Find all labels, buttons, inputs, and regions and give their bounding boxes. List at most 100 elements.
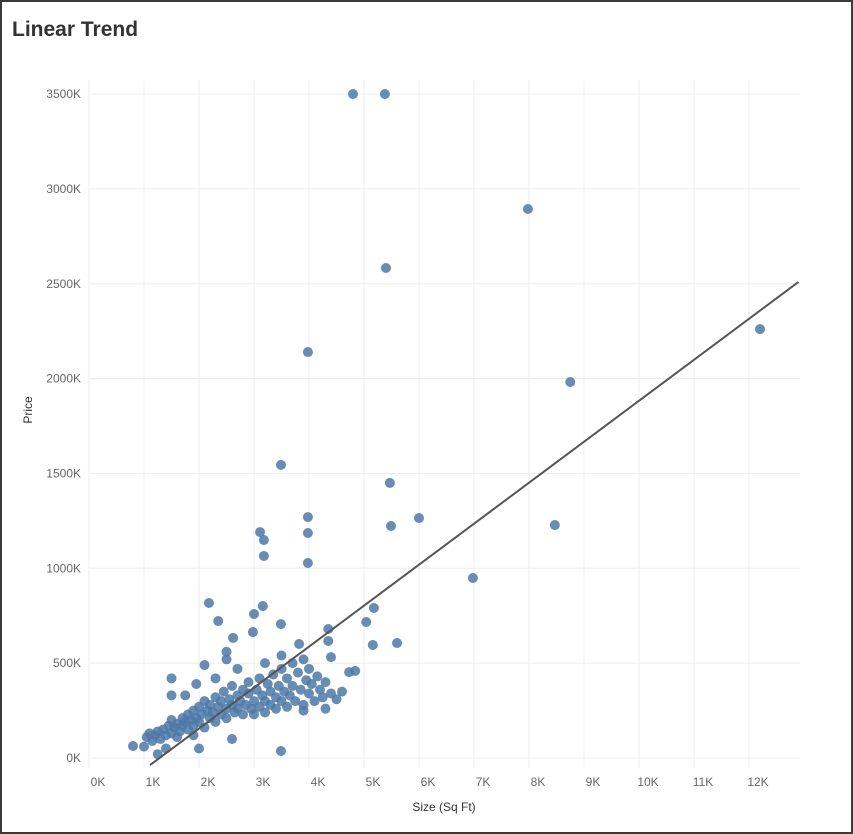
y-axis-ticks: 0K 500K 1000K 1500K 2000K 2500K 3000K 3500K xyxy=(46,87,81,765)
data-point[interactable] xyxy=(166,673,177,684)
data-point[interactable] xyxy=(221,713,232,724)
data-point[interactable] xyxy=(379,89,390,100)
data-point[interactable] xyxy=(221,646,232,657)
data-point[interactable] xyxy=(255,527,266,538)
data-point[interactable] xyxy=(298,654,309,665)
x-tick-label: 12K xyxy=(747,775,768,789)
data-point[interactable] xyxy=(467,572,478,583)
data-point[interactable] xyxy=(275,619,286,630)
data-point[interactable] xyxy=(282,673,292,684)
data-point[interactable] xyxy=(221,654,232,665)
data-point[interactable] xyxy=(384,477,395,488)
x-tick-label: 3K xyxy=(256,775,271,789)
data-point[interactable] xyxy=(302,557,313,568)
data-point[interactable] xyxy=(243,677,254,688)
data-point[interactable] xyxy=(205,699,215,710)
data-point[interactable] xyxy=(227,680,237,691)
data-point[interactable] xyxy=(271,703,281,714)
x-tick-label: 11K xyxy=(693,775,713,789)
data-point[interactable] xyxy=(228,632,239,643)
x-tick-label: 7K xyxy=(476,775,491,789)
data-point[interactable] xyxy=(381,263,391,274)
data-point[interactable] xyxy=(232,663,243,674)
data-point[interactable] xyxy=(290,696,301,707)
y-tick-label: 3000K xyxy=(46,182,81,196)
data-point[interactable] xyxy=(203,598,214,609)
data-point[interactable] xyxy=(227,734,237,745)
data-point[interactable] xyxy=(323,635,334,646)
data-point[interactable] xyxy=(337,686,347,697)
data-point[interactable] xyxy=(298,705,309,716)
data-point[interactable] xyxy=(565,377,576,388)
data-point[interactable] xyxy=(293,667,303,678)
data-point[interactable] xyxy=(282,701,292,712)
data-point[interactable] xyxy=(302,347,313,358)
data-point[interactable] xyxy=(302,528,313,539)
data-point[interactable] xyxy=(312,671,323,682)
data-point[interactable] xyxy=(320,703,331,714)
data-point[interactable] xyxy=(128,741,138,752)
x-tick-label: 0K xyxy=(91,775,106,789)
y-tick-label: 1500K xyxy=(46,466,81,480)
data-point[interactable] xyxy=(139,741,149,752)
data-point[interactable] xyxy=(276,650,287,661)
data-point[interactable] xyxy=(210,716,221,727)
data-point[interactable] xyxy=(326,652,336,663)
data-point[interactable] xyxy=(191,679,202,690)
data-point[interactable] xyxy=(218,686,229,697)
data-point[interactable] xyxy=(258,535,269,546)
data-point[interactable] xyxy=(247,627,258,638)
y-tick-label: 1000K xyxy=(46,561,81,575)
data-point[interactable] xyxy=(317,692,328,703)
data-point[interactable] xyxy=(262,679,273,690)
data-point[interactable] xyxy=(306,679,317,690)
data-point[interactable] xyxy=(260,707,270,718)
x-tick-label: 5K xyxy=(366,775,381,789)
data-point[interactable] xyxy=(295,684,306,695)
data-point[interactable] xyxy=(238,709,248,720)
data-point[interactable] xyxy=(315,684,325,695)
data-point[interactable] xyxy=(414,513,424,524)
data-point[interactable] xyxy=(275,459,286,470)
data-point[interactable] xyxy=(194,743,204,754)
x-axis-label: Size (Sq Ft) xyxy=(412,800,475,814)
data-point[interactable] xyxy=(304,663,314,674)
data-point[interactable] xyxy=(257,601,268,612)
data-point[interactable] xyxy=(331,694,342,705)
data-point[interactable] xyxy=(368,602,379,613)
data-point[interactable] xyxy=(304,688,314,699)
y-tick-label: 2500K xyxy=(46,277,81,291)
data-point[interactable] xyxy=(166,690,177,701)
data-point[interactable] xyxy=(249,609,259,620)
data-point[interactable] xyxy=(344,667,355,678)
data-point[interactable] xyxy=(258,550,269,561)
data-point[interactable] xyxy=(755,324,765,335)
data-point[interactable] xyxy=(361,616,372,627)
x-tick-label: 6K xyxy=(421,775,436,789)
data-point[interactable] xyxy=(249,709,259,720)
data-point[interactable] xyxy=(216,696,226,707)
x-tick-label: 10K xyxy=(637,775,658,789)
data-point[interactable] xyxy=(385,520,396,531)
data-point[interactable] xyxy=(287,680,298,691)
y-tick-label: 2000K xyxy=(46,372,81,386)
data-point[interactable] xyxy=(320,677,331,688)
data-point[interactable] xyxy=(210,673,221,684)
data-point[interactable] xyxy=(180,690,191,701)
data-point[interactable] xyxy=(275,745,286,756)
data-point[interactable] xyxy=(367,639,378,650)
data-point[interactable] xyxy=(294,638,305,649)
trend-line[interactable] xyxy=(149,281,800,766)
data-point[interactable] xyxy=(188,730,199,741)
data-point[interactable] xyxy=(213,616,224,627)
data-point[interactable] xyxy=(522,204,533,215)
data-point[interactable] xyxy=(549,520,560,531)
data-point[interactable] xyxy=(392,638,402,649)
data-point[interactable] xyxy=(348,89,358,100)
x-tick-label: 2K xyxy=(201,775,216,789)
data-point[interactable] xyxy=(302,512,313,523)
data-point[interactable] xyxy=(260,658,270,669)
data-point[interactable] xyxy=(309,696,320,707)
data-point[interactable] xyxy=(199,660,210,671)
